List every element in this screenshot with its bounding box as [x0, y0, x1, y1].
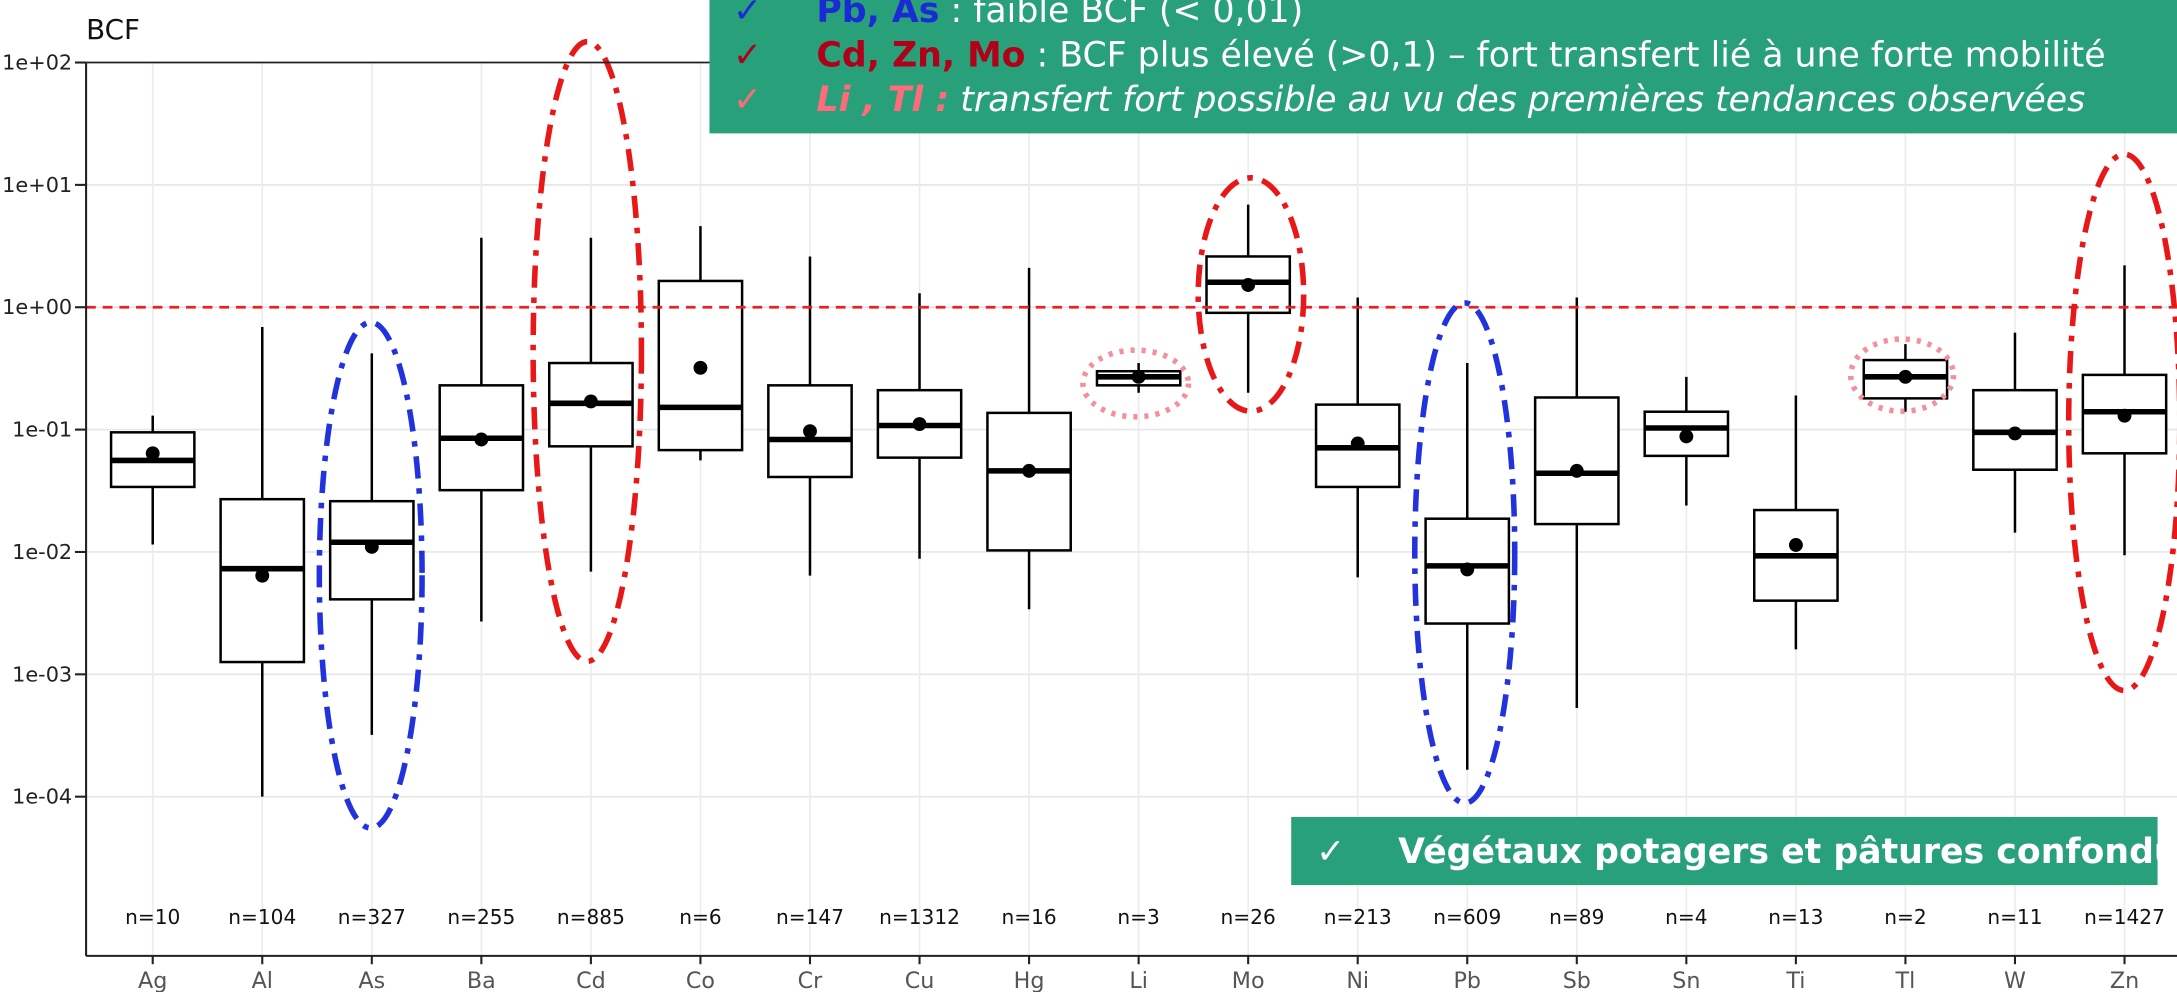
n-label: n=1312 — [879, 905, 960, 929]
mean — [255, 568, 270, 583]
x-tick-label: Pb — [1454, 968, 1482, 992]
box — [1533, 396, 1620, 526]
y-tick-label: 1e-04 — [12, 785, 72, 809]
mean — [1679, 429, 1694, 444]
mean — [1460, 562, 1475, 577]
mean — [1898, 369, 1913, 384]
x-tick-label: Cr — [798, 968, 824, 992]
y-tick-label: 1e+00 — [2, 295, 72, 319]
x-tick-label: Mo — [1232, 968, 1265, 992]
n-label: n=327 — [338, 905, 406, 929]
callout-line: ✓ Li , Tl : transfert fort possible au vu… — [733, 80, 2085, 120]
n-label: n=147 — [776, 905, 844, 929]
mean — [2008, 426, 2022, 441]
mean — [2117, 408, 2132, 423]
n-label: n=255 — [447, 905, 515, 929]
box — [219, 497, 306, 664]
callout-label: Pb, As — [816, 0, 939, 31]
check: ✓ — [1316, 832, 1345, 872]
highlight-ellipse — [1847, 336, 1957, 415]
n-label: n=213 — [1324, 905, 1392, 929]
highlight-ellipse — [1195, 175, 1307, 415]
callout-text: : BCF plus élevé (>0,1) – fort transfert… — [1025, 36, 2105, 76]
callout-line: ✓ Pb, As : faible BCF (< 0,01) — [733, 0, 1303, 31]
x-tick-label: Al — [252, 968, 273, 992]
mean — [693, 360, 708, 375]
x-tick-label: As — [358, 968, 385, 992]
mean — [803, 424, 817, 439]
check: ✓ — [733, 80, 762, 120]
mean — [583, 394, 598, 409]
mean — [474, 432, 489, 447]
mean — [912, 417, 927, 432]
n-label: n=13 — [1768, 905, 1823, 929]
highlight-ellipse — [1080, 347, 1192, 420]
callout-text: transfert fort possible au vu des premiè… — [949, 80, 2085, 120]
x-tick-label: Zn — [2110, 968, 2139, 992]
banner-background — [1291, 816, 2158, 886]
n-label: n=10 — [125, 905, 180, 929]
box — [986, 411, 1072, 552]
mean — [145, 446, 160, 461]
x-tick-label: Co — [686, 968, 715, 992]
n-label: n=89 — [1549, 905, 1604, 929]
y-tick-label: 1e-02 — [12, 540, 72, 564]
x-tick-label: Ag — [138, 968, 167, 992]
mean — [1350, 436, 1365, 451]
x-tick-label: Li — [1129, 968, 1148, 992]
callout-banner: ✓ Pb, As : faible BCF (< 0,01) ✓ Cd, Zn, M… — [709, 0, 2177, 134]
check: ✓ — [733, 0, 762, 31]
x-tick-label: Ba — [467, 968, 496, 992]
x-tick-label: Hg — [1014, 968, 1045, 992]
callout-line: ✓ Cd, Zn, Mo : BCF plus élevé (>0,1) – fo… — [733, 36, 2106, 76]
y-tick-label: 1e-01 — [12, 418, 72, 442]
n-label: n=6 — [679, 905, 721, 929]
footnote-text: Végétaux potagers et pâtures confondus — [1398, 832, 2177, 872]
footnote-banner: ✓ Végétaux potagers et pâtures confondus — [1291, 816, 2177, 886]
n-label: n=16 — [1001, 905, 1056, 929]
x-tick-label: Sn — [1672, 968, 1700, 992]
n-label: n=885 — [557, 905, 625, 929]
x-tick-label: Sb — [1563, 968, 1591, 992]
x-tick-label: Cd — [576, 968, 606, 992]
n-label: n=4 — [1665, 905, 1707, 929]
x-tick-label: Ni — [1346, 968, 1369, 992]
mean — [1241, 278, 1256, 292]
x-tick-label: Cu — [905, 968, 935, 992]
mean — [1788, 538, 1803, 552]
n-label: n=11 — [1987, 905, 2042, 929]
x-tick-label: Tl — [1895, 968, 1916, 992]
x-tick-label: Ti — [1785, 968, 1805, 992]
n-label: n=26 — [1221, 905, 1276, 929]
mean — [1022, 463, 1037, 478]
n-label: n=2 — [1884, 905, 1926, 929]
y-axis-title: BCF — [86, 13, 140, 46]
n-label: n=609 — [1433, 905, 1501, 929]
x-tick-label: W — [2004, 968, 2026, 992]
y-tick-label: 1e-03 — [12, 662, 72, 686]
y-tick-label: 1e+02 — [2, 50, 72, 74]
n-label: n=3 — [1117, 905, 1159, 929]
callout-text: : faible BCF (< 0,01) — [939, 0, 1303, 31]
callout-label: Li , Tl : — [816, 80, 949, 120]
n-label: n=1427 — [2084, 905, 2165, 929]
plot-area: n=10 n=104 n=327 n=255 n=885 n=6 n=147 n=1312 n=… — [86, 204, 2177, 929]
callout-label: Cd, Zn, Mo — [816, 36, 1025, 76]
highlights — [316, 38, 2177, 831]
mean — [1131, 369, 1146, 384]
mean — [1569, 463, 1584, 478]
highlight-ellipse — [1411, 300, 1518, 806]
banner-background — [709, 0, 2177, 134]
mean — [364, 539, 379, 554]
highlight-ellipse — [530, 38, 645, 665]
y-tick-label: 1e+01 — [2, 173, 72, 197]
highlight-ellipse — [316, 319, 425, 831]
n-label: n=104 — [228, 905, 296, 929]
check: ✓ — [733, 36, 762, 76]
